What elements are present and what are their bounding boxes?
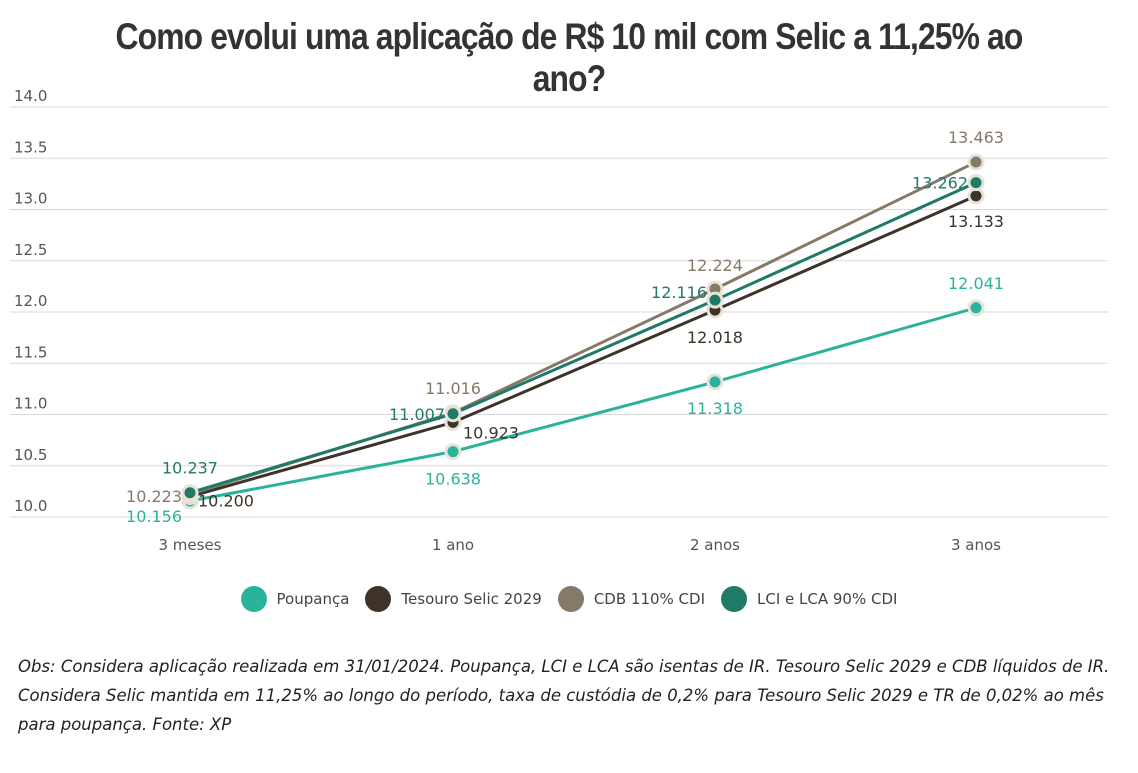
data-label: 10.638 — [425, 470, 481, 489]
data-label: 13.262 — [912, 174, 968, 193]
y-tick-label: 10.0 — [14, 497, 47, 515]
data-point — [967, 299, 985, 317]
data-label: 12.018 — [687, 328, 743, 347]
data-label: 11.016 — [425, 379, 481, 398]
legend-label: Poupança — [276, 590, 350, 608]
x-tick-label: 1 ano — [432, 536, 474, 554]
data-label: 13.133 — [948, 212, 1004, 231]
y-tick-label: 14.0 — [14, 87, 47, 105]
x-tick-label: 3 meses — [158, 536, 221, 554]
data-label: 11.007 — [389, 405, 445, 424]
legend-label: CDB 110% CDI — [593, 590, 705, 608]
data-point — [706, 291, 724, 309]
legend-item: LCI e LCA 90% CDI — [721, 586, 897, 612]
series-line — [189, 194, 977, 498]
series-line — [189, 306, 977, 503]
data-label: 10.237 — [162, 459, 218, 478]
footnote: Obs: Considera aplicação realizada em 31… — [18, 657, 1110, 734]
data-point — [967, 174, 985, 192]
series-line — [189, 160, 977, 496]
data-label: 10.200 — [198, 492, 254, 511]
legend-marker-icon — [557, 586, 584, 612]
x-tick-label: 2 anos — [690, 536, 740, 554]
legend-marker-icon — [721, 586, 747, 612]
legend: Poupança Tesouro Selic 2029 CDB 110% CDI LC… — [0, 586, 1138, 612]
legend-item: Poupança — [240, 586, 350, 612]
data-label: 12.116 — [651, 283, 707, 302]
y-tick-label: 11.5 — [14, 343, 47, 361]
y-tick-label: 13.5 — [14, 138, 47, 156]
data-point — [967, 153, 985, 171]
series-line — [189, 181, 977, 495]
data-point — [181, 484, 199, 502]
data-label: 12.224 — [687, 256, 743, 275]
x-tick-label: 3 anos — [951, 536, 1001, 554]
legend-item: Tesouro Selic 2029 — [365, 586, 542, 612]
data-label: 10.223 — [126, 487, 182, 506]
data-label: 11.318 — [687, 399, 743, 418]
data-label: 12.041 — [948, 274, 1004, 293]
y-tick-label: 13.0 — [14, 190, 47, 208]
legend-label: LCI e LCA 90% CDI — [757, 590, 898, 608]
legend-item: CDB 110% CDI — [557, 586, 705, 612]
y-tick-label: 10.5 — [14, 446, 47, 464]
legend-label: Tesouro Selic 2029 — [401, 590, 542, 608]
y-tick-label: 12.0 — [14, 292, 47, 310]
chart-title: Como evolui uma aplicação de R$ 10 mil c… — [115, 16, 1024, 99]
y-tick-label: 11.0 — [14, 395, 47, 413]
y-tick-label: 12.5 — [14, 241, 47, 259]
data-point — [444, 405, 462, 423]
data-label: 10.156 — [126, 507, 182, 526]
data-label: 13.463 — [948, 128, 1004, 147]
data-point — [444, 443, 462, 461]
legend-marker-icon — [365, 586, 392, 612]
data-label: 10.923 — [463, 423, 519, 442]
legend-marker-icon — [240, 586, 267, 612]
data-point — [706, 373, 724, 391]
